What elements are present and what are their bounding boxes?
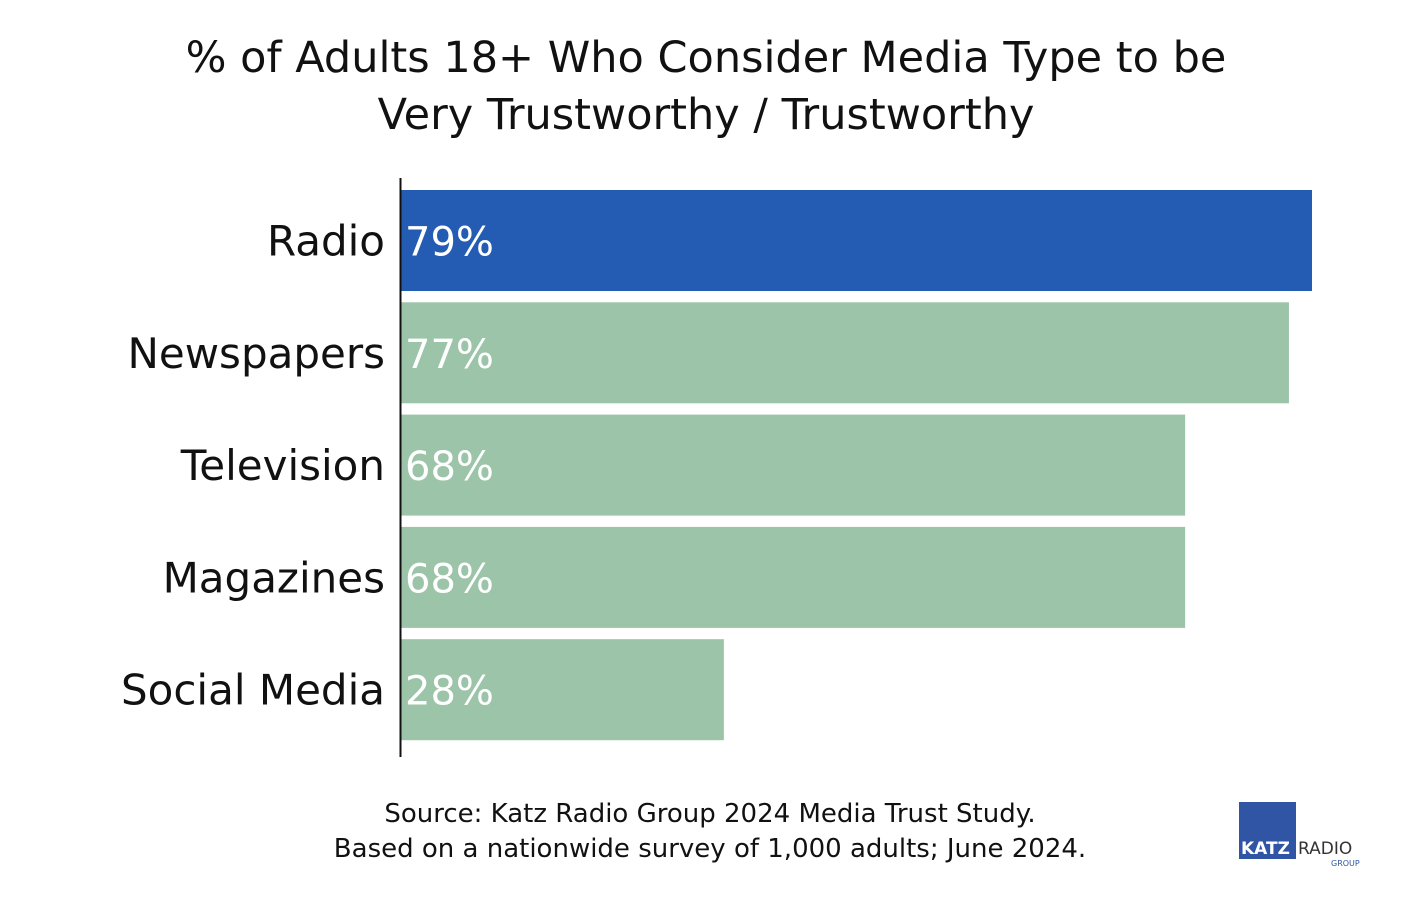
- category-label-television: Television: [180, 441, 385, 490]
- bars-layer: [401, 190, 1312, 741]
- chart-title: % of Adults 18+ Who Consider Media Type …: [0, 30, 1412, 144]
- chart-title-line-1: % of Adults 18+ Who Consider Media Type …: [185, 33, 1227, 83]
- logo-group-text: GROUP: [1331, 859, 1360, 868]
- bar-magazines: [401, 526, 1186, 628]
- category-label-newspapers: Newspapers: [127, 329, 385, 378]
- source-note: Source: Katz Radio Group 2024 Media Trus…: [210, 797, 1210, 867]
- bar-television: [401, 414, 1186, 516]
- bar-social-media: [401, 639, 724, 741]
- source-line-2: Based on a nationwide survey of 1,000 ad…: [333, 834, 1087, 864]
- source-line-1: Source: Katz Radio Group 2024 Media Trus…: [384, 799, 1036, 829]
- bar-newspapers: [401, 302, 1289, 404]
- value-label-television: 68%: [405, 444, 494, 490]
- category-label-magazines: Magazines: [163, 553, 385, 602]
- labels-layer: Radio 79% Newspapers 77% Television 68% Magazi…: [121, 217, 494, 715]
- value-label-radio: 79%: [405, 220, 494, 266]
- logo-box: [1239, 802, 1296, 859]
- category-label-radio: Radio: [267, 217, 385, 266]
- chart-title-line-2: Very Trustworthy / Trustworthy: [377, 90, 1035, 140]
- logo-katz-text: KATZ: [1241, 839, 1290, 859]
- value-label-social-media: 28%: [405, 669, 494, 715]
- value-label-newspapers: 77%: [405, 332, 494, 378]
- value-label-magazines: 68%: [405, 556, 494, 602]
- bar-radio: [401, 190, 1312, 291]
- katz-radio-group-logo: KATZ RADIO GROUP: [1239, 802, 1379, 872]
- logo-radio-text: RADIO: [1298, 839, 1353, 859]
- category-label-social-media: Social Media: [121, 666, 385, 715]
